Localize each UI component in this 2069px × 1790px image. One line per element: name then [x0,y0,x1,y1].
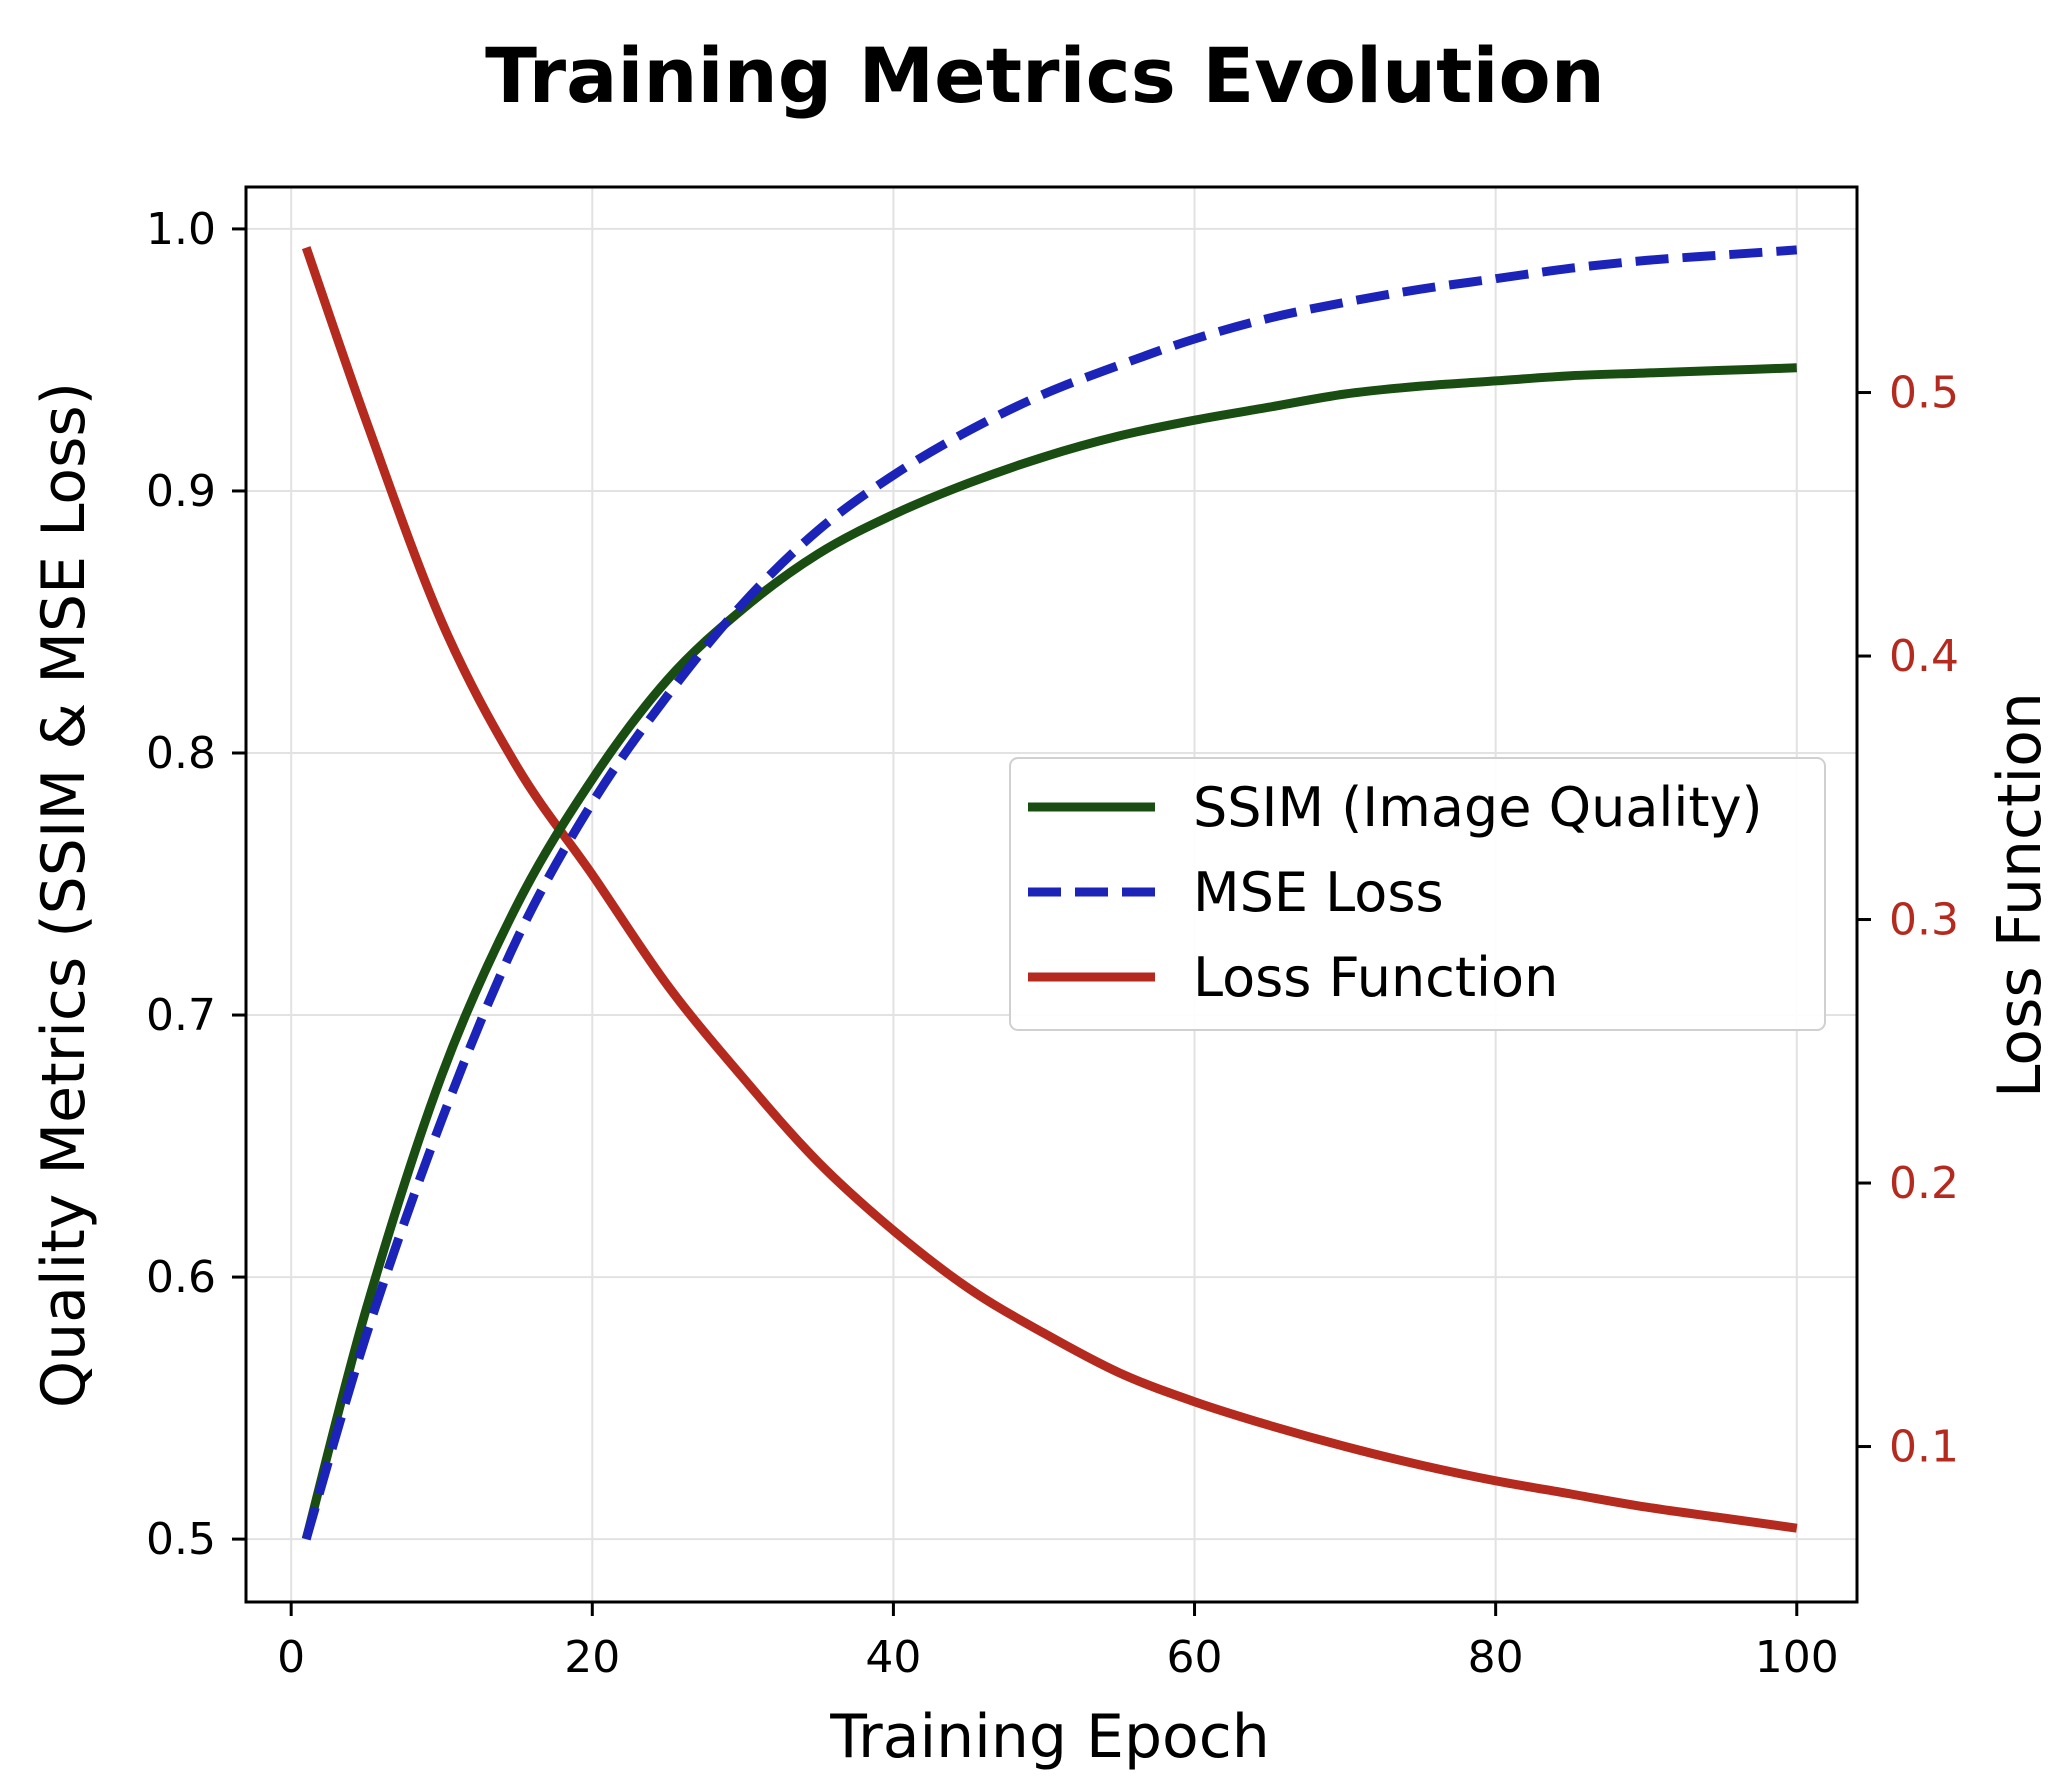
y-right-tick-label-2: 0.3 [1889,895,1959,946]
series-layer [301,245,1798,1541]
legend: SSIM (Image Quality) MSE Loss Loss Funct… [1009,757,1826,1031]
y-axis-right-ticks: 0.1 0.2 0.3 0.4 0.5 [1857,368,1959,1473]
y-right-tick-label-0: 0.1 [1889,1422,1959,1473]
y-right-tick-label-3: 0.4 [1889,631,1959,682]
y-left-tick-label-4: 0.9 [146,466,216,517]
x-tick-label-1: 20 [564,1632,620,1683]
chart-title: Training Metrics Evolution [485,31,1605,120]
y-left-tick-label-2: 0.7 [146,990,216,1041]
y-axis-label-right: Loss Function [1985,692,2055,1098]
x-tick-label-4: 80 [1468,1632,1524,1683]
x-tick-label-0: 0 [277,1632,305,1683]
x-tick-label-3: 60 [1167,1632,1223,1683]
x-tick-label-5: 100 [1755,1632,1839,1683]
y-left-tick-label-1: 0.6 [146,1252,216,1303]
x-axis-label: Training Epoch [829,1702,1270,1772]
legend-box [1009,757,1826,1031]
x-axis-ticks: 0 20 40 60 80 100 [277,1602,1839,1683]
y-axis-label-left: Quality Metrics (SSIM & MSE Loss) [29,382,99,1408]
y-right-tick-label-1: 0.2 [1889,1158,1959,1209]
series-line-ssim [301,363,1797,1541]
series-line-mse [301,245,1798,1541]
legend-label-loss: Loss Function [1193,946,1558,1009]
legend-label-mse: MSE Loss [1193,861,1444,924]
y-left-tick-label-3: 0.8 [146,728,216,779]
y-left-tick-label-0: 0.5 [146,1514,216,1565]
legend-label-ssim: SSIM (Image Quality) [1193,776,1763,839]
x-tick-label-2: 40 [865,1632,921,1683]
series-line-loss [301,246,1798,1533]
y-left-tick-label-5: 1.0 [146,204,216,255]
y-axis-left-ticks: 0.5 0.6 0.7 0.8 0.9 1.0 [146,204,246,1565]
y-right-tick-label-4: 0.5 [1889,368,1959,419]
plot-frame [244,185,1859,1604]
